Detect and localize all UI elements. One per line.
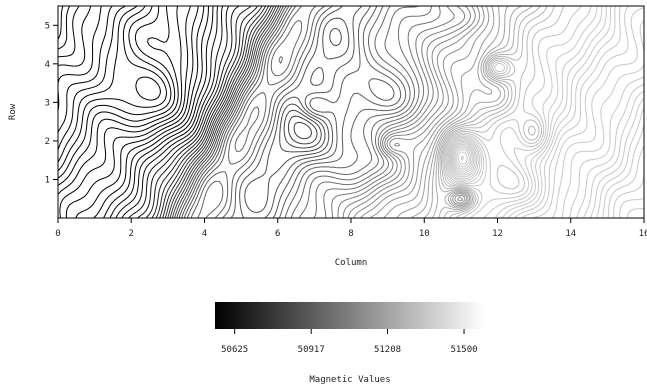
contour-level-line [451, 6, 629, 218]
contour-lines [58, 6, 644, 218]
colorbar-tick-label: 51208 [374, 345, 401, 355]
contour-level-line [589, 97, 644, 218]
contour-level-line [443, 6, 582, 218]
x-tick-label: 12 [492, 229, 503, 239]
contour-level-line [58, 6, 167, 172]
contour-level-line [278, 6, 420, 218]
contour-level-line [455, 76, 644, 218]
colorbar [215, 302, 485, 329]
contour-level-line [58, 6, 113, 133]
contour-level-line [169, 6, 312, 218]
x-tick-label: 2 [129, 229, 134, 239]
x-axis-ticks: 0 2 4 6 8 10 12 14 16 [55, 218, 647, 239]
colorbar-tick-label: 51500 [450, 345, 477, 355]
contour-level-line [58, 6, 71, 50]
contour-level-line [159, 6, 267, 218]
x-tick-label: 14 [565, 229, 576, 239]
plot-frame [57, 5, 645, 219]
contour-level-line [447, 6, 607, 218]
contour-level-line [109, 6, 214, 218]
contour-level-line [331, 6, 455, 218]
contour-level-line [59, 6, 183, 218]
contour-level-line [58, 6, 64, 40]
y-axis-ticks: 1 2 3 4 5 [45, 21, 58, 185]
contour-level-line [323, 6, 441, 218]
contour-level-line [607, 145, 644, 218]
contour-level-line [602, 124, 644, 218]
contour-level-line [450, 6, 622, 218]
contour-level-line [58, 6, 176, 186]
x-tick-label: 8 [348, 229, 353, 239]
colorbar-tick-label: 50917 [298, 345, 325, 355]
contour-level-line [121, 6, 224, 218]
contour-level-line [445, 6, 598, 218]
contour-level-line [145, 6, 252, 218]
contour-level-line [457, 83, 644, 218]
contour-level-line [613, 174, 644, 218]
contour-level-line [396, 6, 500, 218]
x-tick-label: 16 [639, 229, 647, 239]
y-tick-label: 3 [45, 98, 50, 108]
contour-level-line [155, 6, 263, 218]
contour-level-line [58, 6, 80, 58]
y-axis-label: Row [8, 103, 18, 120]
contour-level-line [65, 6, 191, 218]
contour-level-line [183, 6, 395, 218]
x-tick-label: 4 [202, 229, 207, 239]
contour-level-line [186, 6, 402, 218]
contour-level-line [167, 6, 275, 218]
contour-level-line [439, 6, 548, 218]
contour-level-line [347, 6, 476, 218]
colorbar-ticks: 50625 50917 51208 51500 [221, 329, 478, 355]
contour-level-line [619, 198, 644, 218]
contour-level-line [176, 6, 342, 218]
contour-level-line [626, 208, 644, 218]
contour-level-line [58, 6, 92, 67]
colorbar-label: Magnetic Values [309, 375, 390, 385]
y-tick-label: 1 [45, 175, 50, 185]
contour-level-line [359, 6, 485, 218]
x-tick-label: 10 [419, 229, 430, 239]
contour-level-line [410, 6, 509, 218]
contour-level-line [441, 6, 555, 218]
contour-level-line [58, 6, 102, 111]
contour-level-line [190, 6, 407, 218]
contour-level-line [174, 6, 322, 218]
contour-level-line [461, 90, 644, 218]
contour-level-line [342, 6, 472, 218]
y-tick-label: 5 [45, 21, 50, 31]
contour-level-line [136, 6, 240, 218]
contour-level-line [127, 6, 230, 218]
y-tick-label: 2 [45, 137, 50, 147]
y-tick-label: 4 [45, 60, 50, 70]
contour-level-line [337, 6, 466, 218]
contour-level-line [197, 6, 411, 218]
contour-level-line [453, 6, 644, 218]
contour-level-line [115, 6, 219, 218]
contour-level-line [171, 6, 318, 218]
contour-level-line [596, 107, 644, 218]
contour-level-line [75, 6, 199, 218]
contour-level-line [446, 6, 603, 218]
x-axis-label: Column [335, 258, 368, 268]
x-tick-label: 0 [55, 229, 60, 239]
contour-level-line [151, 6, 259, 218]
contour-level-line [178, 6, 350, 218]
contour-level-line [164, 6, 272, 218]
contour-level-line [383, 6, 495, 218]
x-tick-label: 6 [275, 229, 280, 239]
contour-level-line [103, 6, 209, 218]
contour-level-line [448, 6, 612, 218]
contour-level-line [162, 6, 270, 218]
contour-level-line [93, 6, 205, 218]
contour-level-line [58, 6, 172, 179]
contour-level-line [313, 6, 432, 218]
contour-level-line [181, 6, 363, 218]
colorbar-tick-label: 50625 [221, 345, 248, 355]
